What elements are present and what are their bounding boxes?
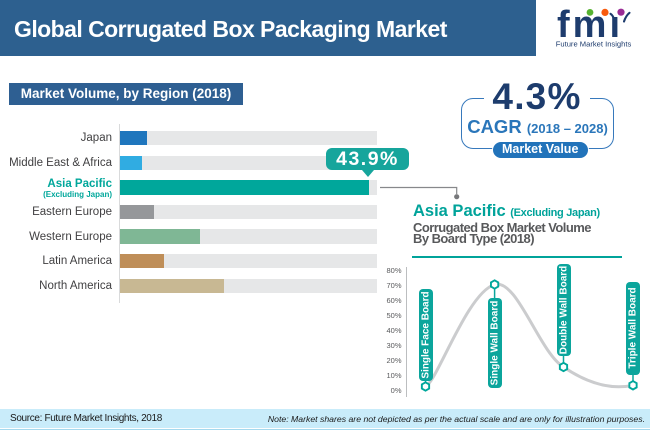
svg-text:Future Market Insights: Future Market Insights (555, 40, 631, 49)
